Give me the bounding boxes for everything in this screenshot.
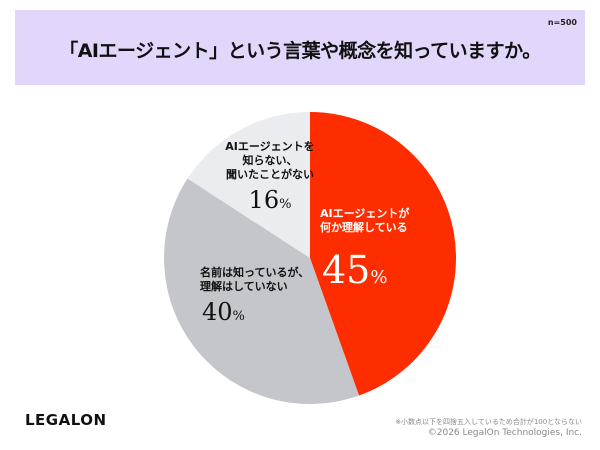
slice-label-line: 知らない、	[242, 154, 298, 167]
slice-label-1: 名前は知っているが、 理解はしていない	[200, 266, 309, 294]
value-number: 16	[248, 186, 280, 214]
pie-slice-1	[164, 178, 359, 404]
slice-value-1: 40%	[202, 298, 245, 326]
slice-value-2: 16%	[215, 186, 325, 214]
slice-label-line: AIエージェントを	[225, 140, 315, 153]
slice-label-line: 何か理解している	[320, 221, 408, 234]
value-number: 40	[202, 298, 233, 326]
slice-label-line: AIエージェントが	[320, 207, 410, 220]
value-number: 45	[322, 248, 371, 292]
slice-label-line: 聞いたことがない	[226, 168, 314, 181]
slice-value-0: 45%	[322, 250, 387, 290]
value-unit: %	[232, 309, 245, 324]
slice-label-2: AIエージェントを 知らない、 聞いたことがない	[215, 140, 325, 182]
pie-slice-2	[187, 112, 310, 258]
sample-size: n=500	[547, 18, 577, 27]
copyright: ©2026 LegalOn Technologies, Inc.	[427, 428, 582, 438]
title-banner: n=500 「AIエージェント」という言葉や概念を知っていますか。	[15, 10, 585, 85]
legalon-logo: LEGALON	[25, 411, 107, 429]
slice-label-line: 理解はしていない	[200, 280, 288, 293]
slice-label-0: AIエージェントが 何か理解している	[320, 207, 409, 235]
pie-slice-0	[310, 112, 457, 396]
value-unit: %	[370, 267, 388, 288]
value-unit: %	[279, 197, 292, 212]
footnote: ※小数点以下を四捨五入しているため合計が100とならない	[395, 418, 582, 426]
chart-title: 「AIエージェント」という言葉や概念を知っていますか。	[59, 40, 541, 62]
slice-label-line: 名前は知っているが、	[200, 266, 310, 279]
